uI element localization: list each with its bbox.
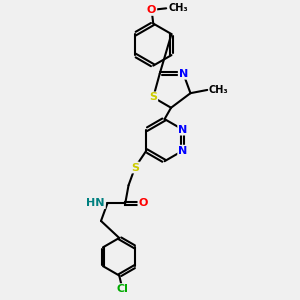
Text: CH₃: CH₃ [169,3,188,13]
Text: N: N [179,69,188,79]
Text: CH₃: CH₃ [209,85,229,95]
Text: Cl: Cl [116,284,128,294]
Text: N: N [178,124,188,135]
Text: HN: HN [86,198,105,208]
Text: S: S [149,92,157,102]
Text: S: S [131,163,139,172]
Text: O: O [138,198,148,208]
Text: O: O [147,5,156,15]
Text: N: N [178,146,188,156]
